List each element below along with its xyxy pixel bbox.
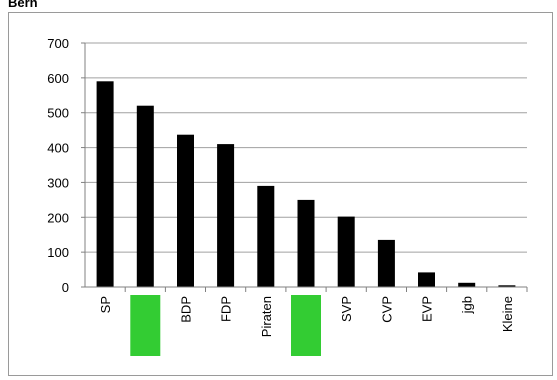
x-axis-labels: SP BDP FDP Piraten SVP CVP EVP jgb Kleine (98, 287, 528, 356)
bar (177, 134, 194, 287)
y-tick-label: 300 (47, 175, 69, 190)
y-tick-label: 200 (47, 210, 69, 225)
y-tick-label: 500 (47, 106, 69, 121)
bar (96, 81, 114, 287)
x-tick-label: SP (98, 296, 113, 313)
x-tick-label: CVP (379, 296, 394, 323)
x-tick-label: Piraten (259, 296, 274, 337)
y-tick-label: 100 (47, 245, 69, 260)
x-tick-label: FDP (219, 296, 234, 322)
x-tick-label: SVP (339, 296, 354, 322)
x-tick-label: Kleine (500, 296, 515, 332)
category-green-box (291, 295, 321, 356)
bar (217, 144, 235, 287)
chart-title: Bern (8, 0, 38, 10)
y-tick-label: 0 (62, 280, 69, 295)
y-tick-label: 600 (47, 71, 69, 86)
bar (136, 105, 154, 287)
bar (418, 272, 435, 287)
bar (498, 285, 516, 287)
bar (337, 216, 355, 287)
y-tick-label: 700 (47, 36, 69, 51)
bar (297, 199, 315, 287)
x-tick-label: BDP (179, 296, 194, 323)
chart-frame (8, 12, 553, 376)
axes (84, 43, 527, 288)
bar (458, 282, 476, 287)
x-tick-label: EVP (420, 296, 435, 322)
bar (377, 239, 395, 287)
bars (96, 81, 516, 287)
y-tick-label: 400 (47, 141, 69, 156)
bar (257, 185, 275, 287)
category-green-box (130, 295, 161, 356)
x-tick-label: jgb (460, 296, 475, 314)
y-axis-ticks: 0 100 200 300 400 500 600 700 (47, 36, 85, 295)
